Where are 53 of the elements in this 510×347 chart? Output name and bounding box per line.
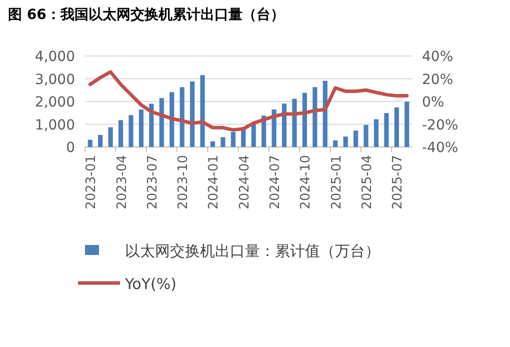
- line-series: [88, 70, 409, 132]
- bar: [180, 87, 184, 147]
- legend-label: YoY(%): [124, 275, 176, 293]
- y2-tick-label: -40%: [422, 140, 458, 156]
- bar: [384, 113, 389, 147]
- x-tick-label: 2024-01: [206, 155, 222, 210]
- x-tick-label: 2023-07: [145, 155, 160, 210]
- x-tick-label: 2023-10: [176, 155, 192, 210]
- legend-label: 以太网交换机出口量：累计值（万台）: [125, 242, 380, 260]
- x-tick-label: 2025-07: [390, 155, 406, 210]
- bar: [118, 120, 124, 147]
- bar: [230, 132, 236, 147]
- bar: [98, 134, 103, 147]
- y2-tick-label: 40%: [422, 49, 454, 65]
- bar: [108, 127, 113, 147]
- bar: [354, 130, 358, 147]
- x-tick-label: 2023-04: [114, 155, 130, 210]
- bar: [374, 119, 379, 147]
- bar: [394, 107, 399, 147]
- bar: [128, 115, 134, 147]
- bar: [333, 140, 338, 147]
- bar: [302, 92, 307, 147]
- bar: [210, 141, 216, 147]
- bar: [364, 124, 368, 147]
- bar: [282, 104, 287, 147]
- bar: [88, 140, 92, 147]
- y-tick-label: 1,000: [34, 117, 75, 134]
- x-tick-label: 2024-07: [268, 155, 284, 210]
- bar: [241, 129, 246, 147]
- x-tick-label: 2023-01: [84, 155, 100, 210]
- bar: [312, 87, 318, 147]
- y2-tick-label: 20%: [422, 72, 454, 88]
- y-tick-label: 4,000: [34, 49, 75, 65]
- x-tick-label: 2025-04: [360, 155, 376, 210]
- bar: [170, 92, 174, 147]
- x-tick-label: 2025-01: [329, 155, 344, 210]
- y-tick-label: 2,000: [34, 94, 75, 110]
- y-tick-label: 3,000: [34, 72, 75, 88]
- bar: [220, 137, 226, 147]
- bar: [190, 81, 195, 147]
- bar: [159, 98, 164, 147]
- y-tick-label: 0: [66, 140, 75, 156]
- bar: [404, 102, 410, 147]
- x-tick-label: 2024-04: [237, 155, 252, 210]
- chart-title: 图 66：我国以太网交换机累计出口量（台）: [8, 6, 284, 23]
- bar: [251, 124, 256, 147]
- bar: [200, 75, 205, 147]
- y2-tick-label: 0%: [422, 94, 444, 110]
- x-tick-label: 2024-10: [298, 155, 314, 210]
- bar: [138, 109, 144, 147]
- bar: [343, 136, 348, 147]
- y2-tick-label: -20%: [422, 117, 458, 134]
- bar: [292, 98, 297, 147]
